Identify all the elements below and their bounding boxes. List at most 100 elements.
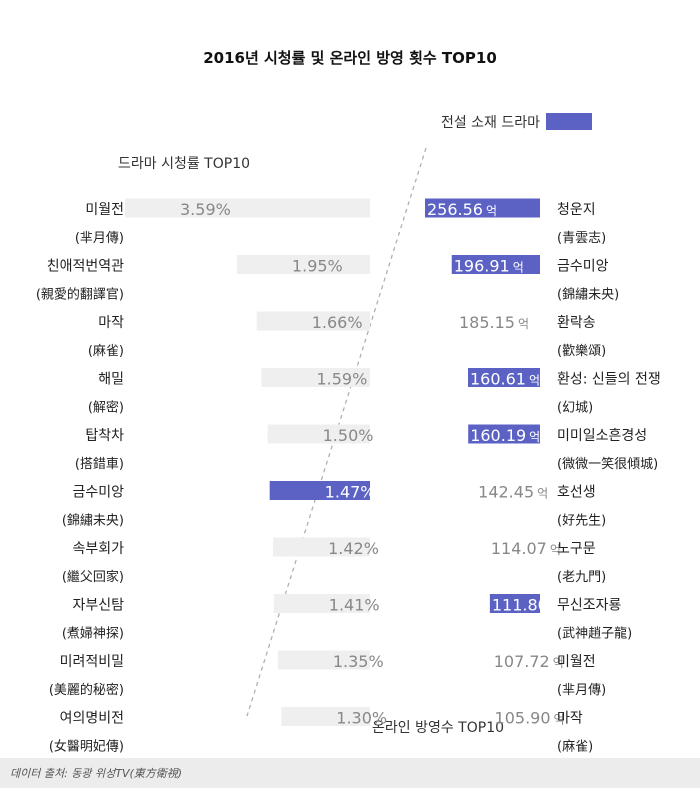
right-drama-hanja: (麻雀) [557,740,593,755]
right-value-number: 105.90 [495,709,551,728]
right-drama-hanja: (武神趙子龍) [557,626,632,642]
left-bar [273,537,370,557]
left-drama-name: 여의명비전 [60,711,124,727]
left-drama-hanja: (搭錯車) [75,456,124,472]
left-drama-name: 친애적번역관 [47,259,124,275]
left-drama-name: 속부회가 [72,541,124,557]
right-drama-name: 청운지 [557,202,596,218]
left-drama-hanja: (美麗的秘密) [49,682,124,698]
right-value-label: 111.80 억 [492,596,562,615]
left-drama-name: 자부신탐 [72,598,124,614]
right-value-number: 160.19 [470,426,526,445]
left-bar [269,481,370,500]
left-value-label: 1.35% [333,652,384,671]
right-value-label: 160.61 억 [470,370,540,389]
right-value-label: 105.90 억 [495,709,565,728]
right-value-unit: 억 [553,656,564,670]
right-value-number: 185.15 [459,313,515,332]
right-bar [468,424,540,444]
right-bar [489,594,540,613]
right-drama-hanja: (青雲志) [557,231,606,246]
left-bar [236,255,370,274]
right-drama-hanja: (錦繡未央) [557,287,619,303]
left-value-label: 1.47% [325,483,376,502]
right-bar [468,368,540,387]
right-value-unit: 억 [518,317,529,331]
left-value-label: 1.95% [292,257,343,276]
left-panel-label: 드라마 시청률 TOP10 [118,156,250,172]
right-value-unit: 억 [529,430,540,444]
left-drama-name: 미월전 [85,202,124,218]
legend-swatch [546,113,592,130]
right-drama-hanja: (微微一笑很傾城) [557,456,658,472]
left-drama-hanja: (女醫明妃傳) [49,739,124,755]
left-drama-hanja: (芈月傳) [75,231,124,246]
right-drama-name: 미월전 [557,654,596,670]
left-bars: 미월전 (芈月傳) 3.59% 친애적번역관 (親愛的翻譯官) 1.95% 마작 (麻雀) 1.… [36,198,387,755]
left-drama-name: 미려적비밀 [60,654,124,670]
left-drama-hanja: (煮婦神探) [62,626,124,642]
right-drama-name: 무신조자룡 [557,598,622,614]
right-panel-label: 온라인 방영수 TOP10 [372,720,504,736]
left-drama-name: 금수미앙 [72,485,124,501]
left-bar [267,424,370,444]
right-value-number: 114.07 [491,539,547,558]
right-value-number: 196.91 [454,257,510,276]
right-value-unit: 억 [551,600,562,614]
right-value-unit: 억 [537,487,548,501]
right-drama-name: 노구문 [557,541,596,557]
left-bar [256,311,370,331]
left-bar [125,198,370,218]
right-drama-hanja: (歡樂頌) [557,343,606,359]
right-value-number: 107.72 [494,652,550,671]
left-bar [277,650,370,670]
legend-label: 전설 소재 드라마 [441,115,540,131]
left-bar [273,594,370,613]
left-value-label: 1.42% [328,539,379,558]
left-value-label: 1.59% [316,370,367,389]
right-value-number: 111.80 [492,596,548,615]
right-value-label: 114.07 억 [491,539,561,558]
left-drama-hanja: (親愛的翻譯官) [36,287,124,303]
left-drama-name: 마작 [98,315,124,331]
right-drama-name: 환락송 [557,315,596,331]
right-drama-hanja: (好先生) [557,514,606,529]
right-value-unit: 억 [486,204,497,218]
right-value-unit: 억 [529,374,540,388]
left-drama-hanja: (錦繡未央) [62,513,124,529]
right-value-unit: 억 [513,261,524,275]
left-drama-hanja: (麻雀) [88,344,124,359]
footer: 데이터 출처: 동광 위성TV(東方衛視) [0,758,700,788]
right-value-label: 107.72 억 [494,652,564,671]
right-drama-hanja: (幻城) [557,401,593,416]
left-drama-hanja: (繼父回家) [62,569,124,585]
right-value-number: 160.61 [470,370,526,389]
chart: 2016년 시청률 및 온라인 방영 횟수 TOP10 전설 소재 드라마 드라… [36,49,661,755]
right-value-label: 196.91 억 [454,257,524,276]
right-value-number: 142.45 [478,483,534,502]
left-value-label: 1.30% [336,709,387,728]
right-drama-hanja: (芈月傳) [557,683,606,698]
left-value-label: 1.50% [323,426,374,445]
right-drama-hanja: (老九門) [557,570,606,585]
source-note: 데이터 출처: 동광 위성TV(東方衛視) [10,767,183,780]
right-drama-name: 마작 [557,711,583,727]
left-bar [281,707,370,726]
right-bar [451,255,540,274]
left-value-label: 1.66% [312,313,363,332]
right-drama-name: 금수미앙 [557,259,609,275]
right-value-label: 160.19 억 [470,426,540,445]
right-drama-name: 환성: 신들의 전쟁 [557,372,661,388]
right-value-unit: 억 [554,713,565,727]
right-bars: 256.56 억 청운지(青雲志)196.91 억 금수미앙(錦繡未央)185.15 억 환… [425,198,661,755]
left-drama-hanja: (解密) [88,400,124,416]
right-drama-name: 미미일소흔경성 [557,428,647,444]
right-value-label: 142.45 억 [478,483,548,502]
right-value-label: 256.56 억 [427,200,497,219]
left-drama-name: 탑착차 [85,428,124,444]
left-drama-name: 해밀 [98,372,124,388]
right-bar [425,198,540,218]
right-value-unit: 억 [550,543,561,557]
right-drama-name: 호선생 [557,485,596,501]
left-bar [261,368,370,387]
